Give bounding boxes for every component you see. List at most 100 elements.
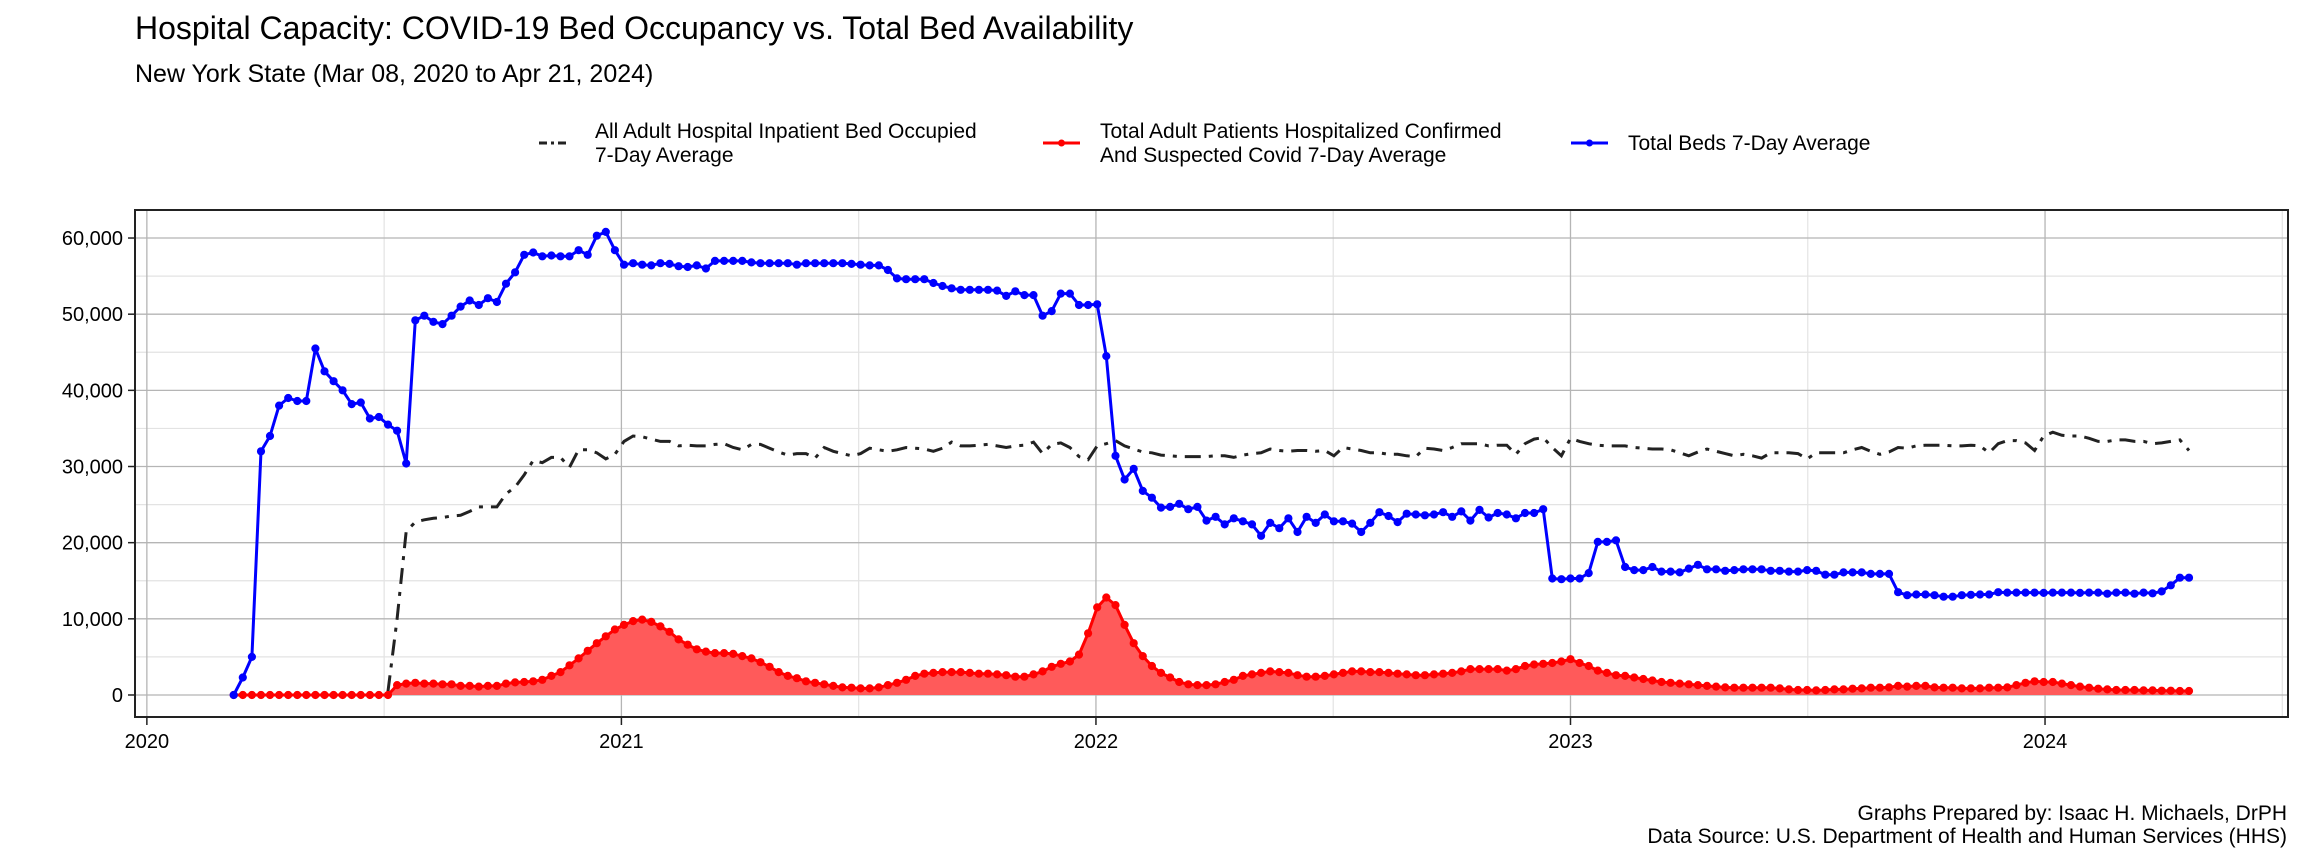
total-beds-point [1602, 537, 1612, 547]
total-beds-point [1238, 517, 1248, 526]
total-beds-point [738, 256, 747, 265]
total-beds-point [592, 231, 601, 240]
total-beds-point [393, 426, 402, 435]
total-beds-point [1384, 511, 1393, 521]
total-beds-point [1502, 510, 1511, 519]
covid-hospitalized-point [1957, 684, 1966, 693]
total-beds-point [2048, 588, 2057, 597]
covid-hospitalized-point [1375, 668, 1384, 677]
total-beds-point [1857, 568, 1866, 577]
total-beds-point [293, 396, 302, 406]
total-beds-point [1712, 565, 1721, 574]
covid-hospitalized-point [874, 683, 883, 692]
covid-hospitalized-point [402, 679, 411, 688]
covid-hospitalized-point [1884, 683, 1894, 692]
covid-area [233, 597, 2190, 695]
covid-hospitalized-point [674, 635, 683, 644]
total-beds-point [947, 284, 956, 293]
total-beds-point [565, 252, 574, 261]
covid-hospitalized-point [2103, 685, 2112, 694]
total-beds-point [1985, 590, 1994, 599]
covid-hospitalized-point [311, 690, 320, 700]
covid-hospitalized-point [865, 684, 874, 693]
total-beds-point [1247, 520, 1257, 529]
total-beds-point [756, 259, 765, 268]
covid-hospitalized-point [1675, 679, 1684, 688]
covid-hospitalized-point [1193, 681, 1202, 690]
covid-hospitalized-point [1857, 684, 1866, 693]
total-beds-point [447, 311, 456, 320]
total-beds-point [1484, 513, 1493, 522]
total-beds-point [765, 259, 774, 268]
y-tick-label: 10,000 [62, 609, 123, 631]
total-beds-point [574, 246, 583, 255]
covid-hospitalized-point [2094, 684, 2103, 693]
covid-hospitalized-point [1038, 667, 1047, 676]
covid-hospitalized-point [1466, 665, 1475, 674]
covid-hospitalized-point [1511, 665, 1521, 674]
total-beds-point [874, 261, 883, 270]
total-beds-point [1111, 451, 1120, 460]
total-beds-point [1420, 511, 1430, 520]
covid-hospitalized-point [1311, 672, 1320, 681]
covid-hospitalized-point [583, 646, 592, 655]
covid-hospitalized-point [1348, 667, 1357, 676]
total-beds-point [829, 259, 838, 268]
total-beds-point [1338, 517, 1348, 526]
covid-hospitalized-point [347, 690, 356, 700]
covid-hospitalized-point [429, 679, 438, 688]
covid-hospitalized-point [747, 654, 756, 663]
total-beds-point [1530, 508, 1539, 518]
covid-hospitalized-point [365, 690, 374, 700]
total-beds-point [1393, 518, 1402, 527]
covid-hospitalized-point [474, 682, 483, 691]
total-beds-point [965, 285, 974, 294]
chart-title: Hospital Capacity: COVID-19 Bed Occupanc… [135, 10, 1133, 46]
covid-hospitalized-point [293, 690, 302, 700]
covid-hospitalized-point [1002, 671, 1011, 680]
covid-hospitalized-point [1320, 671, 1329, 681]
covid-hospitalized-point [1975, 684, 1985, 693]
covid-hospitalized-point [1366, 668, 1375, 677]
total-beds-point [1402, 509, 1411, 518]
legend-item-occupied: All Adult Hospital Inpatient Bed Occupie… [539, 120, 977, 167]
total-beds-point [1093, 300, 1102, 309]
total-beds-point [610, 246, 620, 255]
covid-hospitalized-point [1257, 668, 1266, 678]
covid-hospitalized-point [1166, 673, 1175, 682]
total-beds-point [1475, 505, 1484, 514]
total-beds-point [692, 261, 701, 270]
total-beds-point [2030, 588, 2039, 597]
covid-hospitalized-point [2139, 686, 2148, 695]
total-beds-point [1639, 566, 1648, 575]
total-beds-point [1994, 588, 2003, 597]
total-beds-point [1939, 592, 1948, 601]
covid-hospitalized-point [1712, 682, 1721, 691]
covid-hospitalized-point [2066, 681, 2076, 690]
legend-label-line1: All Adult Hospital Inpatient Bed Occupie… [595, 120, 977, 143]
legend-item-covid: Total Adult Patients Hospitalized Confir… [1043, 120, 1502, 167]
total-beds-point [556, 252, 565, 261]
covid-hospitalized-point [911, 671, 920, 681]
total-beds-point [1047, 307, 1056, 316]
total-beds-point [665, 259, 674, 268]
total-beds-point [1138, 486, 1147, 495]
total-beds-point [1730, 566, 1739, 575]
covid-hospitalized-point [492, 681, 501, 691]
total-beds-point [801, 259, 811, 268]
covid-hospitalized-point [829, 681, 838, 691]
covid-hospitalized-point [993, 670, 1002, 679]
covid-hospitalized-point [656, 622, 665, 631]
total-beds-point [2075, 588, 2085, 598]
covid-hospitalized-point [1284, 668, 1293, 678]
total-beds-point [1184, 505, 1193, 514]
total-beds-point [1284, 514, 1293, 523]
covid-hospitalized-point [1648, 676, 1657, 685]
covid-hospitalized-point [438, 680, 447, 689]
legend-label: Total Beds 7-Day Average [1628, 132, 1870, 155]
legend-label-line2: And Suspected Covid 7-Day Average [1100, 144, 1446, 167]
covid-hospitalized-point [2048, 677, 2057, 687]
total-beds-point [1348, 519, 1357, 528]
total-beds-point [1875, 569, 1885, 579]
covid-hospitalized-point [1739, 683, 1748, 692]
